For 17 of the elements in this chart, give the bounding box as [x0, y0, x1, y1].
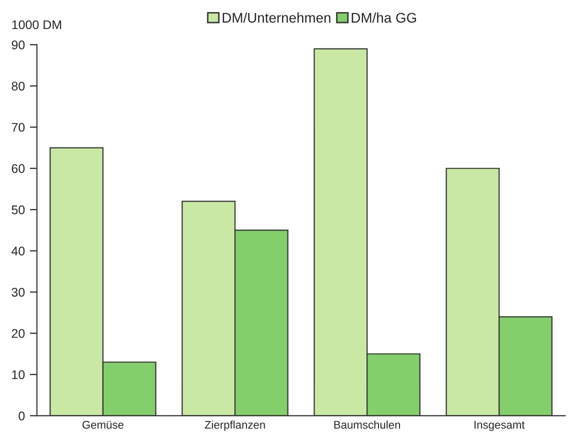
- legend-label: DM/ha GG: [352, 12, 416, 23]
- y-tick-label: 10: [12, 370, 25, 380]
- y-tick-label: 50: [12, 205, 25, 214]
- x-tick-label: Insgesamt: [474, 420, 525, 431]
- y-axis-title: 1000 DM: [12, 20, 62, 30]
- y-tick-label: 60: [12, 164, 25, 174]
- y-tick-label: 80: [12, 82, 25, 91]
- x-tick-label: Baumschulen: [334, 420, 400, 429]
- y-tick-label: 70: [12, 122, 25, 132]
- legend-label: DM/Unternehmen: [222, 12, 330, 23]
- y-tick-label: 90: [12, 40, 25, 50]
- y-tick-label: 0: [18, 412, 25, 420]
- y-tick-label: 20: [12, 329, 25, 338]
- y-tick-label: 40: [12, 246, 25, 256]
- y-tick-label: 30: [12, 288, 25, 297]
- x-tick-label: Gemüse: [82, 420, 124, 429]
- x-tick-label: Zierpflanzen: [204, 420, 265, 431]
